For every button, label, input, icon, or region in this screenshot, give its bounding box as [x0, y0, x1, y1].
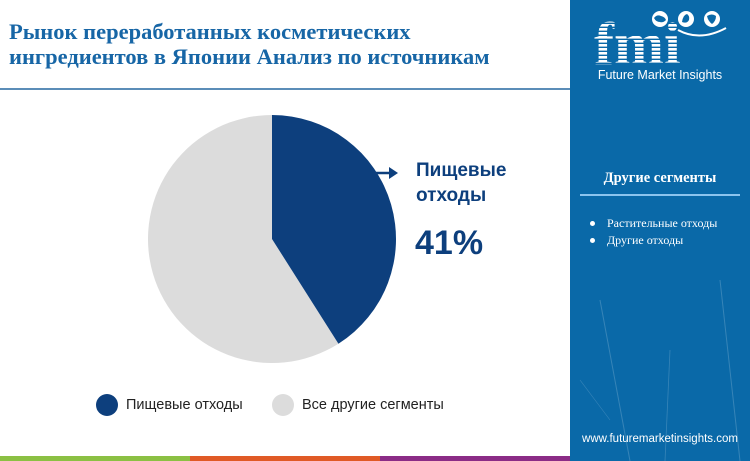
pie-slice-other-segments [148, 115, 339, 363]
legend-label: Все другие сегменты [302, 397, 444, 413]
title-line-1: Рынок переработанных косметических [9, 19, 411, 44]
list-item-label: Другие отходы [607, 233, 684, 247]
other-segments-list: Растительные отходы Другие отходы [570, 215, 750, 249]
title-line-2: ингредиентов в Японии Анализ по источник… [9, 44, 490, 69]
globe-icons [652, 11, 727, 37]
legend-item-other-segments: Все другие сегменты [272, 393, 444, 417]
title-divider [0, 88, 570, 90]
bottom-bar-purple [380, 456, 570, 461]
other-segments-heading: Другие сегменты [603, 170, 717, 186]
page-title: Рынок переработанных косметических ингре… [9, 19, 564, 69]
pie-slice-food-waste [272, 115, 397, 344]
legend-swatch-icon [272, 394, 294, 416]
bullet-icon [590, 221, 595, 226]
pie-chart-svg [148, 115, 398, 363]
callout-label-line-1: Пищевые [416, 160, 507, 181]
legend-label: Пищевые отходы [126, 397, 243, 413]
callout-label-line-2: отходы [416, 185, 487, 206]
bottom-color-bar [0, 456, 570, 461]
other-segments-divider [580, 194, 740, 196]
website-link[interactable]: www.futuremarketinsights.com [582, 433, 738, 445]
sidebar-texture [579, 279, 741, 461]
callout-value: 41% [415, 224, 484, 262]
list-item: Растительные отходы [570, 215, 750, 232]
legend-item-food-waste: Пищевые отходы [96, 393, 243, 417]
legend-swatch-icon [96, 394, 118, 416]
logo-caption: Future Market Insights [597, 68, 723, 82]
sidebar: fmi Future Market Insights Другие сегмен… [570, 0, 750, 461]
callout-label: Пищевые отходы [416, 158, 506, 208]
fmi-logo: fmi [594, 11, 727, 68]
pie-chart [0, 95, 570, 385]
list-item: Другие отходы [570, 232, 750, 249]
callout-arrow-icon [376, 167, 398, 179]
chart-legend: Пищевые отходы Все другие сегменты [0, 393, 570, 417]
list-item-label: Растительные отходы [607, 216, 718, 230]
main-panel: Рынок переработанных косметических ингре… [0, 19, 570, 461]
bottom-bar-orange [190, 456, 380, 461]
bullet-icon [590, 238, 595, 243]
bottom-bar-green [0, 456, 190, 461]
